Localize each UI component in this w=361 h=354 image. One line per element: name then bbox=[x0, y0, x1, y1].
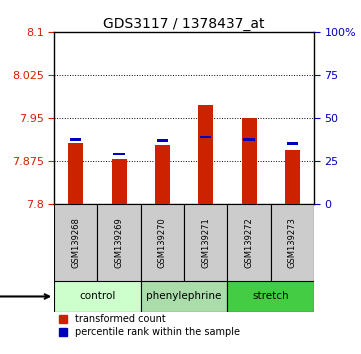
Text: protocol: protocol bbox=[0, 291, 49, 302]
Bar bbox=[227, 281, 314, 312]
Bar bbox=[200, 136, 212, 138]
Bar bbox=[54, 281, 141, 312]
Text: GSM139272: GSM139272 bbox=[245, 217, 253, 268]
Bar bbox=[141, 204, 184, 281]
Text: stretch: stretch bbox=[252, 291, 289, 302]
Bar bbox=[112, 159, 127, 204]
Bar bbox=[113, 153, 125, 155]
Text: GSM139271: GSM139271 bbox=[201, 217, 210, 268]
Legend: transformed count, percentile rank within the sample: transformed count, percentile rank withi… bbox=[59, 314, 240, 337]
Bar bbox=[68, 143, 83, 204]
Bar bbox=[97, 204, 141, 281]
Text: GSM139269: GSM139269 bbox=[115, 217, 123, 268]
Bar bbox=[184, 204, 227, 281]
Text: phenylephrine: phenylephrine bbox=[147, 291, 222, 302]
Bar bbox=[227, 204, 271, 281]
Title: GDS3117 / 1378437_at: GDS3117 / 1378437_at bbox=[103, 17, 265, 31]
Bar bbox=[70, 138, 82, 141]
Bar bbox=[155, 144, 170, 204]
Bar bbox=[141, 281, 227, 312]
Bar bbox=[54, 204, 97, 281]
Bar bbox=[242, 118, 257, 204]
Bar bbox=[271, 204, 314, 281]
Text: GSM139268: GSM139268 bbox=[71, 217, 80, 268]
Bar bbox=[285, 150, 300, 204]
Bar bbox=[287, 142, 298, 144]
Bar bbox=[243, 138, 255, 141]
Text: GSM139273: GSM139273 bbox=[288, 217, 297, 268]
Bar bbox=[157, 139, 168, 142]
Text: control: control bbox=[79, 291, 116, 302]
Text: GSM139270: GSM139270 bbox=[158, 217, 167, 268]
Bar bbox=[198, 105, 213, 204]
